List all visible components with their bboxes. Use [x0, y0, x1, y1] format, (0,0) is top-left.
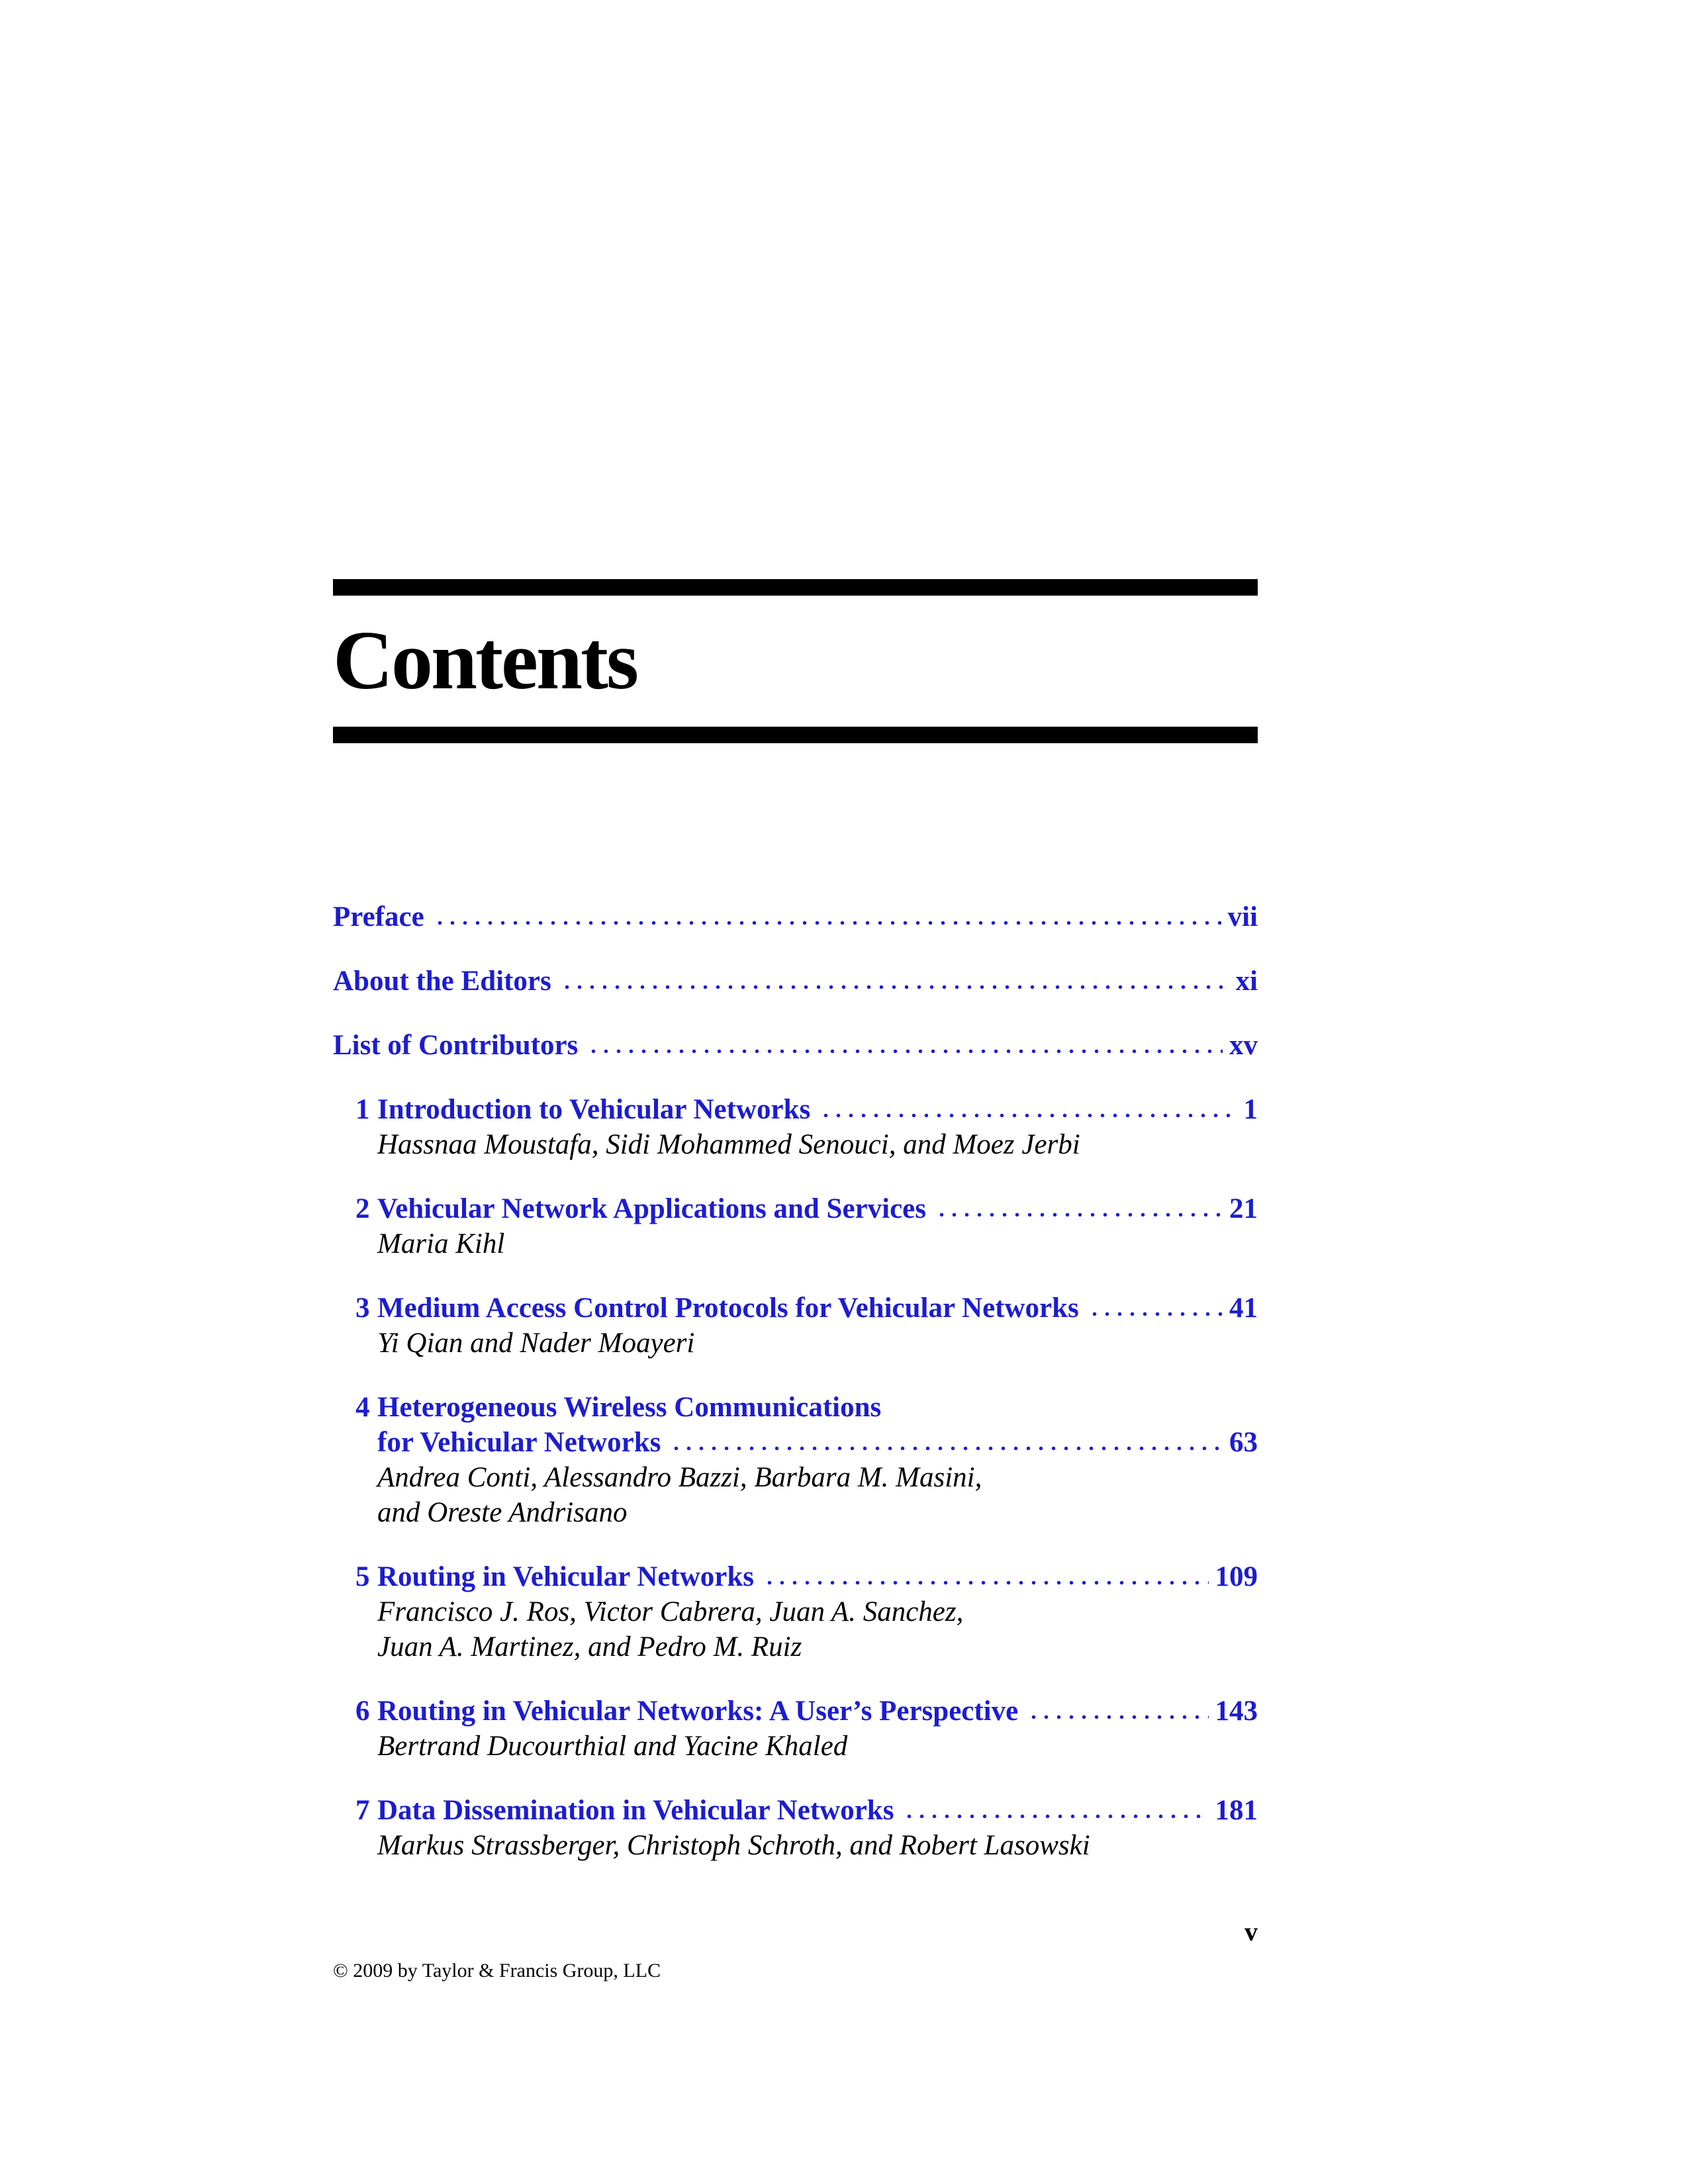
chapter-title-line-2: for Vehicular Networks: [377, 1427, 661, 1458]
toc-chapter-3[interactable]: 3 Medium Access Control Protocols for Ve…: [333, 1291, 1258, 1361]
chapter-page: 1: [1243, 1094, 1258, 1125]
chapter-title: Routing in Vehicular Networks: [377, 1561, 755, 1592]
chapter-body: Introduction to Vehicular Networks 1 Has…: [377, 1092, 1258, 1162]
chapter-title-line-1: Heterogeneous Wireless Communications: [377, 1392, 882, 1423]
title-band: Contents: [333, 596, 1258, 727]
chapter-title: Vehicular Network Applications and Servi…: [377, 1193, 926, 1224]
toc-chapter-6[interactable]: 6 Routing in Vehicular Networks: A User’…: [333, 1694, 1258, 1764]
dot-leader: [1088, 1311, 1223, 1317]
chapter-authors: Markus Strassberger, Christoph Schroth, …: [377, 1830, 1090, 1861]
chapter-authors: Yi Qian and Nader Moayeri: [377, 1328, 695, 1359]
chapter-authors-line-2: and Oreste Andrisano: [377, 1497, 628, 1528]
toc-list: Preface vii About the Editors xi List of…: [333, 899, 1258, 1863]
chapter-body: Heterogeneous Wireless Communications fo…: [377, 1390, 1258, 1530]
top-rule: [333, 579, 1258, 596]
chapter-number: 2: [355, 1193, 370, 1224]
copyright-notice: © 2009 by Taylor & Francis Group, LLC: [333, 1960, 661, 1981]
dot-leader: [1027, 1714, 1209, 1720]
entry-title: Preface: [333, 901, 424, 933]
dot-leader: [433, 920, 1221, 926]
chapter-body: Vehicular Network Applications and Servi…: [377, 1191, 1258, 1261]
chapter-page: 63: [1229, 1427, 1258, 1458]
toc-entry-list-of-contributors[interactable]: List of Contributors xv: [333, 1028, 1258, 1063]
chapter-body: Data Dissemination in Vehicular Networks…: [377, 1793, 1258, 1863]
chapter-page: 21: [1229, 1193, 1258, 1224]
chapter-number: 6: [355, 1696, 370, 1727]
chapter-title-row: Vehicular Network Applications and Servi…: [377, 1191, 1258, 1226]
toc-chapter-1[interactable]: 1 Introduction to Vehicular Networks 1 H…: [333, 1092, 1258, 1162]
bottom-rule: [333, 727, 1258, 743]
entry-title: List of Contributors: [333, 1030, 579, 1061]
chapter-number: 5: [355, 1561, 370, 1592]
chapter-authors: Bertrand Ducourthial and Yacine Khaled: [377, 1731, 848, 1762]
dot-leader: [820, 1113, 1237, 1118]
chapter-body: Medium Access Control Protocols for Vehi…: [377, 1291, 1258, 1361]
toc-chapter-2[interactable]: 2 Vehicular Network Applications and Ser…: [333, 1191, 1258, 1261]
chapter-title: Introduction to Vehicular Networks: [377, 1094, 811, 1125]
chapter-title: Medium Access Control Protocols for Vehi…: [377, 1293, 1079, 1324]
entry-page: xi: [1235, 966, 1258, 997]
chapter-page: 181: [1215, 1795, 1258, 1826]
chapter-authors: Hassnaa Moustafa, Sidi Mohammed Senouci,…: [377, 1129, 1080, 1160]
page-folio: v: [1244, 1917, 1258, 1946]
toc-entry-about-the-editors[interactable]: About the Editors xi: [333, 964, 1258, 999]
dot-leader: [560, 984, 1229, 990]
entry-title: About the Editors: [333, 966, 551, 997]
chapter-title-row: Data Dissemination in Vehicular Networks…: [377, 1793, 1258, 1828]
dot-leader: [670, 1445, 1223, 1451]
chapter-authors: Maria Kihl: [377, 1228, 505, 1259]
dot-leader: [587, 1048, 1223, 1054]
chapter-authors-line-1: Francisco J. Ros, Victor Cabrera, Juan A…: [377, 1596, 964, 1627]
dot-leader: [903, 1813, 1209, 1819]
toc-chapter-7[interactable]: 7 Data Dissemination in Vehicular Networ…: [333, 1793, 1258, 1863]
chapter-title-row: Heterogeneous Wireless Communications: [377, 1390, 1258, 1425]
chapter-number: 4: [355, 1392, 370, 1423]
entry-page: xv: [1229, 1030, 1258, 1061]
chapter-number: 3: [355, 1293, 370, 1324]
chapter-title-row: Routing in Vehicular Networks 109: [377, 1559, 1258, 1594]
dot-leader: [935, 1212, 1223, 1218]
chapter-authors-line-1: Andrea Conti, Alessandro Bazzi, Barbara …: [377, 1462, 982, 1493]
chapter-title-row: for Vehicular Networks 63: [377, 1425, 1258, 1460]
chapter-page: 109: [1215, 1561, 1258, 1592]
entry-page: vii: [1227, 901, 1258, 933]
content-column: Contents Preface vii About the Editors x…: [333, 0, 1258, 1892]
chapter-title: Data Dissemination in Vehicular Networks: [377, 1795, 894, 1826]
chapter-title-row: Introduction to Vehicular Networks 1: [377, 1092, 1258, 1127]
chapter-title-row: Routing in Vehicular Networks: A User’s …: [377, 1694, 1258, 1729]
chapter-number: 1: [355, 1094, 370, 1125]
chapter-page: 41: [1229, 1293, 1258, 1324]
chapter-authors-line-2: Juan A. Martinez, and Pedro M. Ruiz: [377, 1631, 802, 1662]
chapter-title-row: Medium Access Control Protocols for Vehi…: [377, 1291, 1258, 1326]
chapter-page: 143: [1215, 1696, 1258, 1727]
toc-chapter-4[interactable]: 4 Heterogeneous Wireless Communications …: [333, 1390, 1258, 1530]
chapter-body: Routing in Vehicular Networks: A User’s …: [377, 1694, 1258, 1764]
dot-leader: [763, 1580, 1209, 1586]
toc-entry-preface[interactable]: Preface vii: [333, 899, 1258, 934]
toc-chapter-5[interactable]: 5 Routing in Vehicular Networks 109 Fran…: [333, 1559, 1258, 1664]
page-title: Contents: [333, 615, 639, 707]
chapter-body: Routing in Vehicular Networks 109 Franci…: [377, 1559, 1258, 1664]
chapter-number: 7: [355, 1795, 370, 1826]
chapter-title: Routing in Vehicular Networks: A User’s …: [377, 1696, 1019, 1727]
